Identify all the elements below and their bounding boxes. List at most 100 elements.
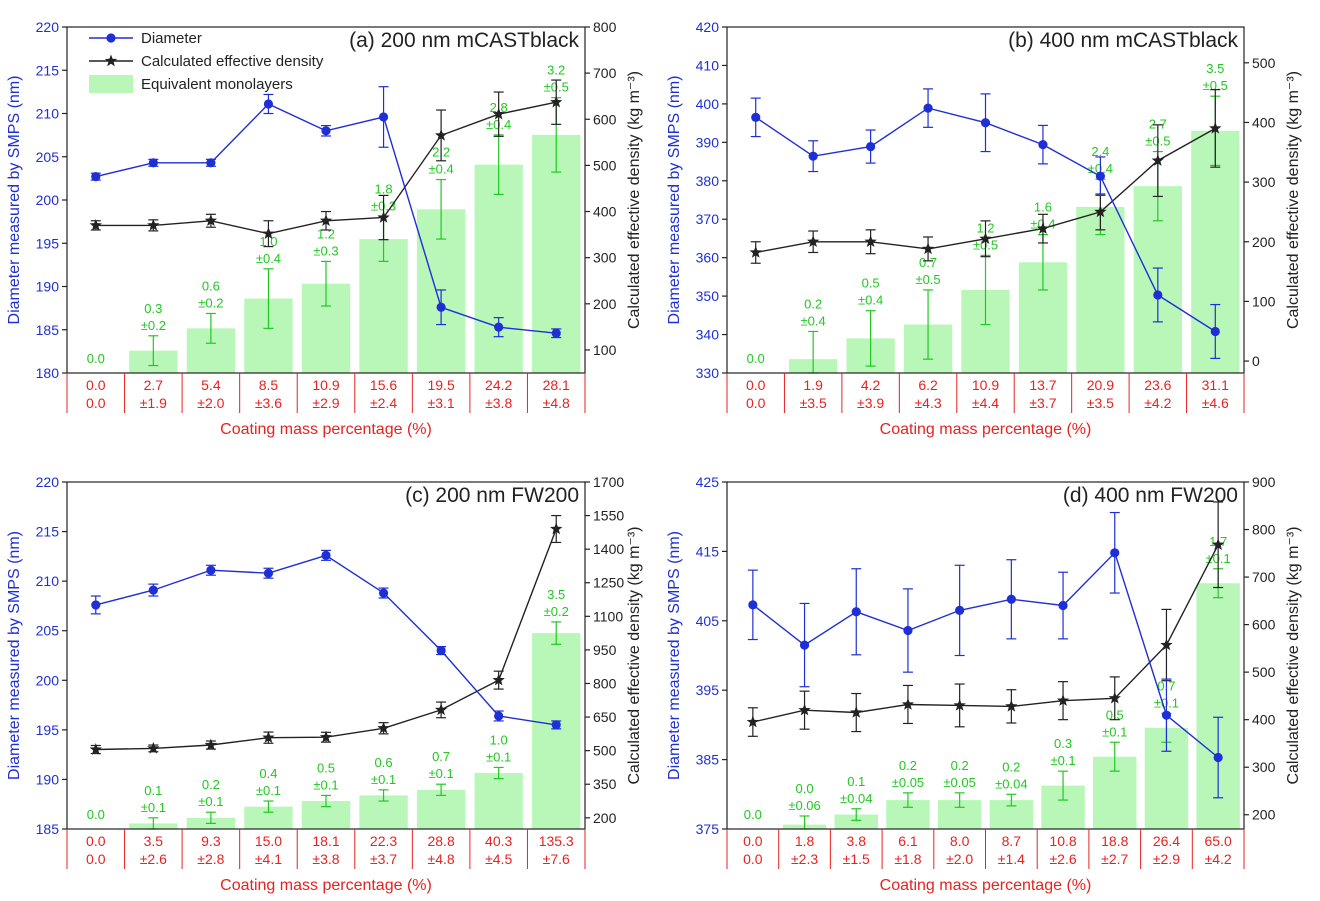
monolayer-label: 2.4 xyxy=(1091,144,1109,159)
right-tick-label: 500 xyxy=(1252,55,1276,71)
monolayer-bar xyxy=(244,806,293,829)
coating-mean-label: 13.7 xyxy=(1029,377,1056,393)
monolayer-error-label: ±0.2 xyxy=(141,318,166,333)
diameter-point xyxy=(436,645,446,656)
right-tick-label: 1250 xyxy=(593,575,624,591)
coating-error-label: ±3.7 xyxy=(370,851,397,867)
diameter-point xyxy=(91,172,101,182)
coating-mean-label: 1.9 xyxy=(803,377,823,393)
plot-frame xyxy=(726,26,1245,374)
legend-diameter-label: Diameter xyxy=(141,30,202,47)
density-point xyxy=(864,235,877,248)
monolayer-label: 0.2 xyxy=(899,758,917,773)
monolayer-label: 0.1 xyxy=(847,774,865,789)
right-tick-label: 300 xyxy=(1252,759,1276,775)
density-point xyxy=(492,673,505,686)
monolayer-bar xyxy=(416,789,466,829)
coating-error-label: ±4.8 xyxy=(543,395,570,411)
right-tick-label: 950 xyxy=(593,642,617,658)
coating-error-label: ±3.8 xyxy=(485,395,512,411)
left-tick-label: 195 xyxy=(36,235,60,251)
density-point xyxy=(1108,691,1121,704)
left-tick-label: 185 xyxy=(36,322,60,338)
left-tick-label: 340 xyxy=(696,327,720,343)
diameter-point xyxy=(1006,594,1016,604)
coating-mean-label: 15.6 xyxy=(370,377,397,393)
monolayer-error-label: ±0.4 xyxy=(801,313,826,328)
monolayer-error-label: ±0.2 xyxy=(544,604,569,619)
diameter-point xyxy=(1038,140,1048,150)
right-axis-label: Calculated effective density (kg m⁻³) xyxy=(1285,526,1302,784)
coating-mean-label: 3.8 xyxy=(847,833,867,849)
legend: Diameter Calculated effective density Equi… xyxy=(89,30,324,93)
coating-mean-label: 40.3 xyxy=(485,833,512,849)
right-tick-label: 1100 xyxy=(593,608,623,624)
monolayer-error-label: ±0.05 xyxy=(892,775,924,790)
monolayer-label: 0.2 xyxy=(202,777,220,792)
panel-title: (a) 200 nm mCASTblack xyxy=(349,29,579,52)
left-tick-label: 200 xyxy=(36,192,60,208)
diameter-point xyxy=(808,151,818,161)
x-axis-label: Coating mass percentage (%) xyxy=(880,877,1092,894)
right-axis-label: Calculated effective density (kg m⁻³) xyxy=(1285,71,1302,329)
coating-error-label: ±3.5 xyxy=(800,395,827,411)
coating-mean-label: 10.9 xyxy=(312,377,339,393)
left-tick-label: 360 xyxy=(696,250,720,266)
left-tick-label: 400 xyxy=(696,96,720,112)
monolayer-error-label: ±0.04 xyxy=(840,791,872,806)
right-tick-label: 400 xyxy=(1252,114,1276,130)
left-tick-label: 425 xyxy=(696,474,720,490)
coating-error-label: ±3.5 xyxy=(1087,395,1114,411)
left-tick-label: 200 xyxy=(36,672,60,688)
density-point xyxy=(806,235,820,248)
coating-error-label: ±2.6 xyxy=(1049,851,1076,867)
right-tick-label: 600 xyxy=(1252,617,1276,633)
coating-mean-label: 23.6 xyxy=(1144,377,1171,393)
density-point xyxy=(1005,699,1018,712)
coating-mean-label: 6.2 xyxy=(918,377,938,393)
coating-mean-label: 18.8 xyxy=(1101,833,1128,849)
density-point xyxy=(921,242,935,255)
coating-mean-label: 22.3 xyxy=(370,833,397,849)
monolayer-label: 0.7 xyxy=(432,749,450,764)
left-tick-label: 215 xyxy=(36,62,60,78)
left-tick-label: 385 xyxy=(696,752,720,768)
density-point xyxy=(147,218,160,231)
right-tick-label: 500 xyxy=(1252,664,1276,680)
diameter-point xyxy=(751,112,761,122)
right-tick-label: 400 xyxy=(1252,712,1276,728)
density-point xyxy=(749,246,762,258)
left-tick-label: 205 xyxy=(36,149,60,165)
monolayer-label: 0.2 xyxy=(951,758,969,773)
coating-error-label: ±4.3 xyxy=(914,395,941,411)
density-line xyxy=(95,528,557,751)
diameter-point xyxy=(903,625,913,636)
right-tick-label: 900 xyxy=(1252,474,1276,490)
coating-mean-label: 8.0 xyxy=(950,833,970,849)
left-tick-label: 220 xyxy=(36,474,60,490)
monolayer-label: 0.3 xyxy=(1054,736,1072,751)
left-tick-label: 380 xyxy=(696,173,720,189)
diameter-point xyxy=(378,112,389,122)
coating-mean-label: 24.2 xyxy=(485,377,512,393)
coating-mean-label: 0.0 xyxy=(86,377,106,393)
monolayer-error-label: ±0.4 xyxy=(429,162,454,177)
density-point xyxy=(319,214,333,227)
legend-monolayer-swatch xyxy=(89,75,133,93)
density-point xyxy=(377,721,390,734)
diameter-point xyxy=(748,600,758,610)
diameter-point xyxy=(1110,548,1120,558)
right-tick-label: 1700 xyxy=(593,474,624,490)
panel-b: 0.00.2±0.40.5±0.40.7±0.51.2±0.51.6±0.42.… xyxy=(666,19,1302,438)
monolayer-label: 1.8 xyxy=(375,182,393,197)
coating-error-label: ±3.8 xyxy=(312,851,339,867)
density-point xyxy=(319,730,333,743)
monolayer-label: 0.0 xyxy=(796,781,814,796)
left-axis-label: Diameter measured by SMPS (nm) xyxy=(6,531,23,780)
left-tick-label: 210 xyxy=(36,573,60,589)
right-tick-label: 300 xyxy=(593,250,617,266)
coating-error-label: ±4.4 xyxy=(972,395,999,411)
monolayer-error-label: ±0.1 xyxy=(141,800,166,815)
monolayer-error-label: ±0.1 xyxy=(371,772,396,787)
diameter-point xyxy=(551,720,561,730)
